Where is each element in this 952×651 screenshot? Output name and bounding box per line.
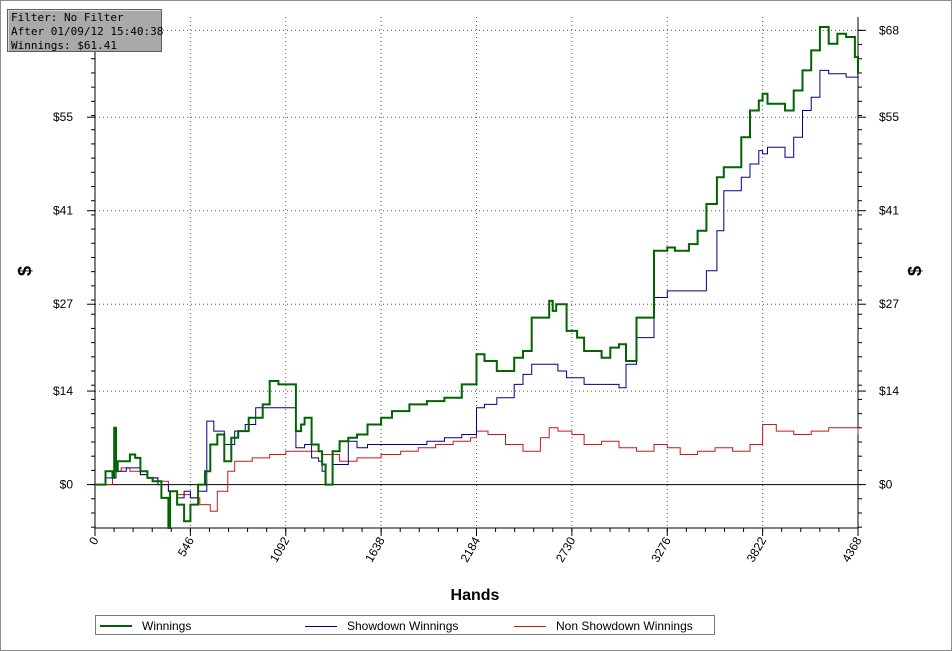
- y-tick-label-right: $55: [879, 110, 899, 124]
- y-axis-title-right: $: [905, 266, 925, 276]
- legend-label-winnings: Winnings: [142, 619, 192, 633]
- y-tick-label-left: $14: [53, 384, 73, 398]
- y-tick-label-right: $27: [879, 297, 899, 311]
- x-tick-label: 2730: [553, 534, 579, 564]
- chart-legend: Winnings Showdown Winnings Non Showdown …: [95, 615, 715, 635]
- y-tick-label-right: $41: [879, 204, 899, 218]
- winnings-line: [95, 26, 859, 529]
- y-tick-label-left: $0: [60, 478, 74, 492]
- legend-label-showdown: Showdown Winnings: [347, 619, 459, 633]
- x-tick-label: 546: [175, 534, 197, 559]
- date-text: After 01/09/12 15:40:38: [11, 25, 164, 38]
- winnings-text: Winnings: $61.41: [11, 39, 117, 52]
- filter-info-box: Filter: No Filter After 01/09/12 15:40:3…: [7, 9, 164, 52]
- y-tick-label-left: $41: [53, 204, 73, 218]
- x-tick-label: 4368: [839, 534, 865, 564]
- y-tick-label-right: $0: [879, 478, 893, 492]
- series-lines: [95, 26, 859, 529]
- legend-swatch-non-showdown: [514, 625, 546, 627]
- x-tick-label: 1092: [267, 534, 293, 564]
- x-tick-label: 0: [86, 534, 102, 547]
- showdown-winnings-line: [95, 69, 858, 499]
- y-axis-title-left: $: [15, 266, 35, 276]
- legend-item-non-showdown: Non Showdown Winnings: [514, 618, 693, 634]
- legend-swatch-showdown: [305, 625, 337, 627]
- legend-label-non-showdown: Non Showdown Winnings: [556, 619, 693, 633]
- x-tick-label: 3276: [648, 534, 674, 564]
- axes: 0 546 1092 1638 2184 2730 3276 3822 4368 $0 $0 $14 $…: [53, 17, 899, 565]
- x-tick-label: 1638: [362, 534, 388, 564]
- y-tick-label-left: $27: [53, 297, 73, 311]
- axis-labels: Hands $ $: [15, 266, 925, 604]
- x-axis-title: Hands: [451, 587, 500, 604]
- x-tick-label: 2184: [458, 534, 484, 564]
- legend-item-showdown: Showdown Winnings: [305, 618, 458, 634]
- x-tick-label: 3822: [744, 534, 770, 564]
- y-tick-label-left: $55: [53, 110, 73, 124]
- legend-swatch-winnings: [100, 625, 132, 627]
- y-tick-label-right: $14: [879, 384, 899, 398]
- filter-text: Filter: No Filter: [11, 11, 124, 24]
- y-tick-label-right: $68: [879, 23, 899, 37]
- legend-item-winnings: Winnings: [100, 618, 191, 634]
